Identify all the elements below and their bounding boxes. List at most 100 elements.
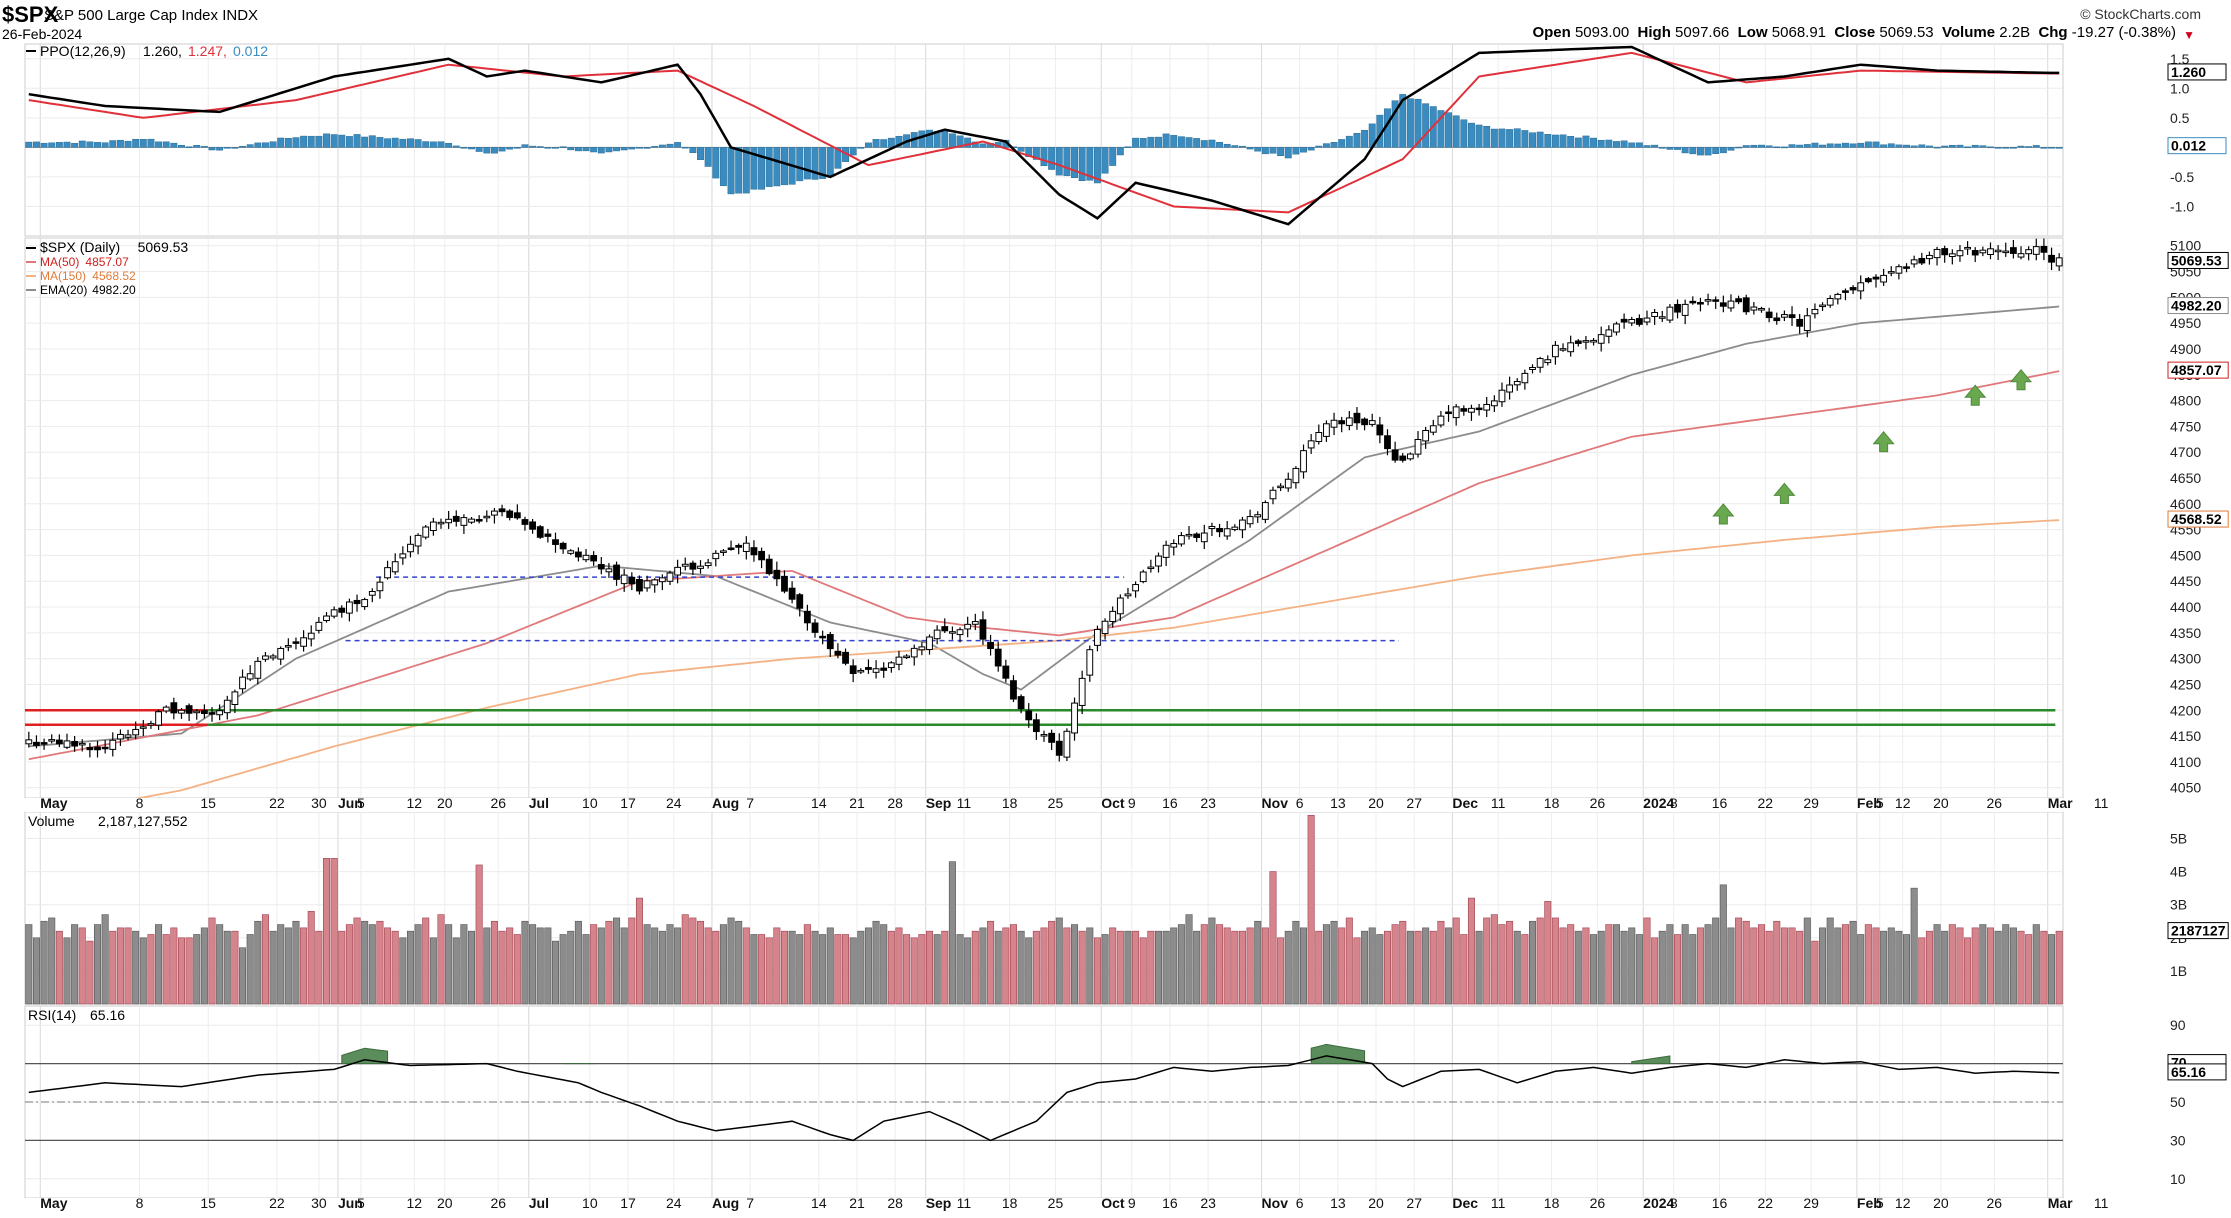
candle-up [399,553,407,559]
candle-up [491,510,498,516]
volume-bar [1238,930,1246,1005]
ppo-histogram-bar [490,147,498,154]
volume-bar [811,930,819,1005]
candle-up [651,579,659,586]
volume-label: Volume [1941,24,1996,41]
ppo-histogram-bar [2040,147,2048,149]
volume-bar [25,924,33,1005]
candle-up [674,566,682,576]
candle-up [1323,423,1330,437]
ppo-histogram-bar [1559,134,1567,148]
candle-up [1987,248,1994,256]
date-axis-label: 8 [1670,795,1678,811]
date-axis-label-bottom: 24 [666,1195,682,1211]
candle-up [697,565,704,569]
date-axis-label-bottom: 30 [311,1195,327,1211]
ppo-histogram-bar [2048,147,2056,149]
volume-bar [468,930,476,1005]
candle-down [796,594,804,609]
volume-bar [1208,917,1216,1005]
ppo-histogram-bar [307,135,315,148]
volume-tag: 2187127 [2171,923,2226,939]
volume-bar [971,930,979,1005]
candle-down [101,746,109,750]
ppo-histogram-bar [1605,139,1613,148]
candle-up [391,561,399,573]
ppo-histogram-bar [1536,131,1544,148]
date-axis-label-bottom: 22 [269,1195,285,1211]
ppo-histogram-bar [254,142,262,148]
ppo-hist-tag: 0.012 [2171,138,2206,154]
candle-up [857,669,865,673]
candle-up [1567,342,1575,353]
date-axis-label: 6 [1296,795,1304,811]
volume-bar [1986,927,1994,1005]
date-axis-label-bottom: 11 [2094,1195,2109,1211]
date-axis-label: Aug [712,795,739,811]
volume-bar [1361,930,1369,1005]
volume-bar [964,937,972,1005]
volume-bar [361,920,369,1005]
ppo-histogram-bar [1132,137,1140,148]
ppo-histogram-bar [689,147,697,153]
candle-down [811,622,819,633]
candle-up [1926,254,1933,260]
volume-bar [1109,927,1117,1005]
ppo-histogram-bar [506,147,514,150]
date-axis-label-bottom: 12 [1895,1195,1911,1211]
ppo-histogram-bar [574,147,582,152]
candle-down [1918,257,1926,264]
price-legend-value: 5069.53 [138,239,189,255]
candle-down [1620,318,1628,323]
candle-up [567,550,575,554]
candle-up [933,629,941,640]
ppo-histogram-bar [1239,145,1246,148]
ppo-histogram-bar [1590,137,1598,148]
volume-bar [2048,934,2056,1005]
candle-down [628,576,636,585]
candle-down [727,547,735,551]
ppo-histogram-bar [536,146,544,148]
candle-up [1536,358,1544,368]
volume-bar [384,927,392,1005]
ppo-histogram-bar [132,138,140,148]
candle-up [643,580,651,589]
candle-up [1666,306,1674,321]
candle-down [506,510,514,518]
candle-up [1109,610,1117,622]
volume-bar [124,927,132,1005]
candle-up [1422,429,1430,442]
volume-bar [765,937,773,1005]
candle-down [353,599,361,605]
volume-bar [345,924,353,1005]
ppo-histogram-bar [277,137,285,148]
ppo-histogram-bar [1506,129,1514,148]
candle-down [826,634,834,650]
volume-bar [1315,930,1323,1005]
ppo-histogram-bar [926,129,933,148]
ppo-histogram-bar [887,137,895,148]
candle-up [1819,304,1826,308]
volume-bar [826,927,834,1005]
ppo-histogram-bar [864,142,872,148]
date-axis-label-bottom: 26 [1987,1195,2003,1211]
candle-down [498,508,506,513]
volume-bar [71,924,79,1005]
ppo-histogram-bar [1925,145,1933,148]
ppo-histogram-bar [1803,144,1811,148]
candle-up [1658,316,1666,319]
volume-bar [1307,815,1315,1005]
ppo-histogram-bar [1849,143,1857,148]
date-axis-label-bottom: 8 [136,1195,144,1211]
volume-bar [1452,917,1460,1005]
volume-bar [1826,917,1834,1005]
ppo-histogram-bar [1200,140,1208,148]
ppo-histogram-bar [246,144,254,148]
candle-down [880,667,888,671]
ppo-histogram-bar [1300,147,1307,153]
date-axis-label-bottom: 16 [1162,1195,1178,1211]
candle-down [1903,266,1910,269]
ppo-histogram-bar [1948,144,1956,148]
candle-down [94,746,101,751]
